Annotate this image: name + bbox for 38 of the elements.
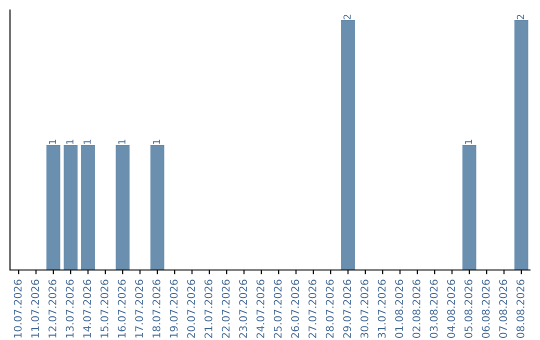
data-label: 1 [152,140,160,144]
x-tick-label: 23.07.2026 [239,280,248,338]
data-label: 2 [343,14,351,20]
x-tick-label: 10.07.2026 [14,280,22,338]
x-tick-label: 15.07.2026 [100,280,108,338]
x-tick-label: 14.07.2026 [83,280,92,338]
x-tick-label: 17.07.2026 [135,280,144,338]
x-tick-label: 19.07.2026 [170,280,178,338]
x-tick-label: 21.07.2026 [204,280,212,338]
data-label: 1 [118,140,126,144]
x-tick-label: 27.07.2026 [308,280,316,338]
data-label: 1 [66,140,74,144]
x-tick-label: 28.07.2026 [326,280,334,338]
x-tick-label: 26.07.2026 [291,280,300,338]
x-tick-label: 08.08.2026 [516,280,524,338]
x-tick-label: 05.08.2026 [464,280,472,338]
data-label: 2 [516,14,524,20]
x-tick-label: 24.07.2026 [256,280,264,338]
x-tick-label: 18.07.2026 [152,280,160,338]
x-tick-label: 12.07.2026 [48,280,56,338]
x-tick-label: 11.07.2026 [31,280,40,338]
data-label: 1 [48,140,56,144]
data-label: 1 [84,140,91,144]
x-tick-label: 25.07.2026 [274,280,282,338]
data-label: 1 [464,140,472,144]
x-tick-label: 16.07.2026 [118,280,126,338]
x-tick-label: 07.08.2026 [499,280,508,338]
x-tick-label: 31.07.2026 [378,280,386,338]
x-tick-label: 01.08.2026 [395,280,404,338]
x-tick-label: 06.08.2026 [482,280,490,338]
x-tick-label: 29.07.2026 [343,280,352,338]
x-tick-label: 20.07.2026 [187,280,196,338]
x-tick-label: 03.08.2026 [430,280,438,338]
x-tick-label: 30.07.2026 [360,280,368,338]
x-tick-label: 04.08.2026 [447,280,456,338]
x-tick-label: 13.07.2026 [66,280,74,338]
x-tick-label: 22.07.2026 [222,280,230,338]
x-tick-label: 02.08.2026 [412,280,420,338]
